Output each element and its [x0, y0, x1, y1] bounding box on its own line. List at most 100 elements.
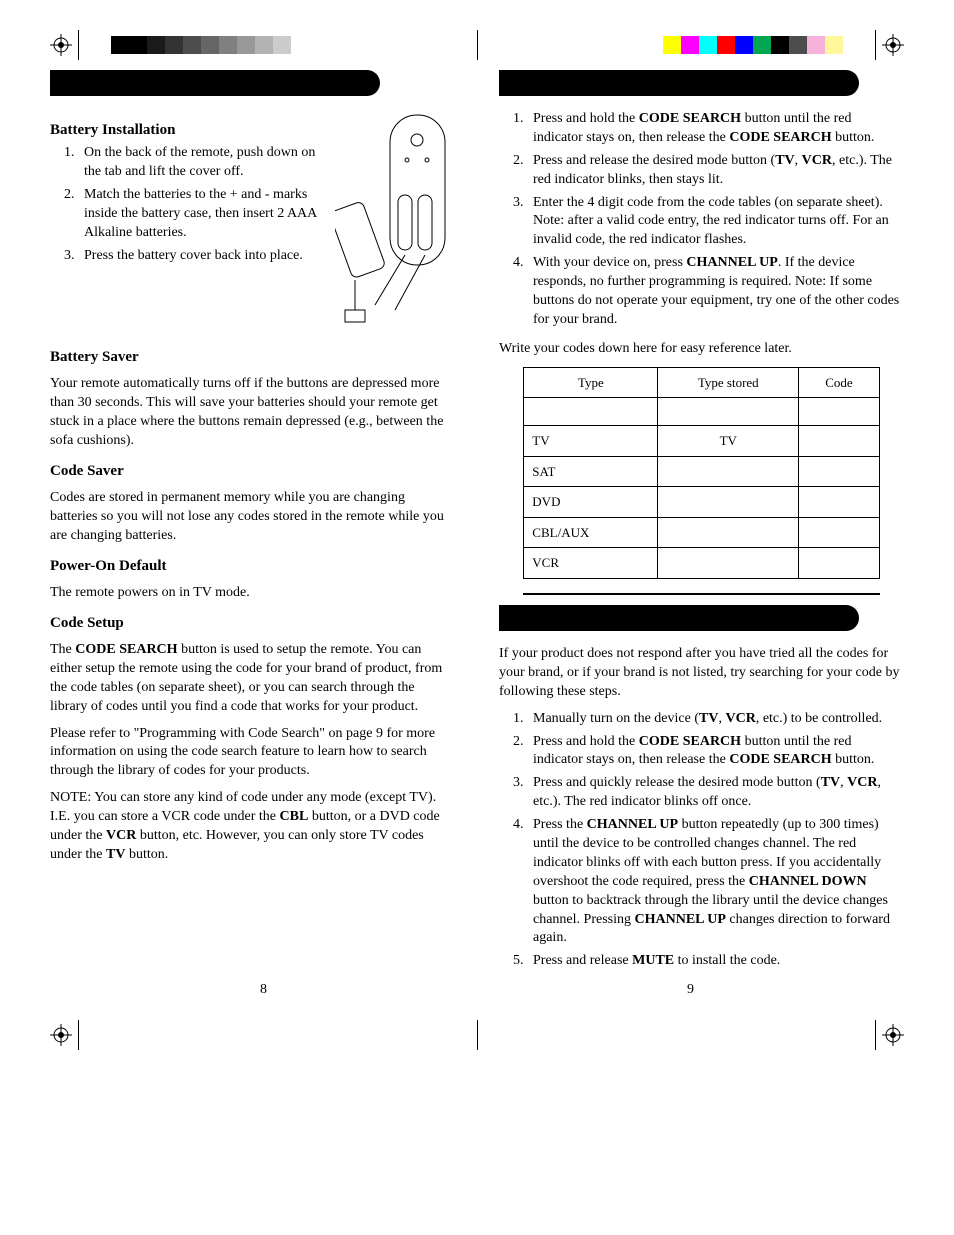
list-item: Press and release MUTE to install the co… — [517, 952, 904, 971]
battery-diagram-icon — [335, 110, 455, 337]
registration-mark-icon — [882, 34, 904, 56]
page-number-left: 8 — [50, 981, 477, 1000]
list-item: On the back of the remote, push down on … — [68, 144, 325, 182]
table-cell — [799, 487, 879, 518]
crop-left-group — [50, 30, 291, 60]
heading-battery-saver: Battery Saver — [50, 347, 455, 367]
table-cell — [799, 456, 879, 487]
paragraph-code-setup-2: Please refer to "Programming with Code S… — [50, 725, 455, 782]
text-span: Press and release — [533, 953, 632, 968]
page: Battery Installation On the back of the … — [0, 0, 954, 1090]
table-row: CBL/AUX — [524, 517, 879, 548]
bold-text: VCR — [847, 775, 877, 790]
table-cell — [799, 517, 879, 548]
content-columns: Battery Installation On the back of the … — [50, 70, 904, 981]
table-cell: SAT — [524, 456, 658, 487]
swatch — [111, 36, 129, 54]
text-span: button. — [832, 130, 875, 145]
swatch — [201, 36, 219, 54]
table-cell: TV — [658, 426, 799, 457]
text-span: With your device on, press — [533, 255, 686, 270]
swatch — [825, 36, 843, 54]
crop-tick-icon — [875, 30, 876, 60]
list-item: Press and quickly release the desired mo… — [517, 774, 904, 812]
bold-text: VCR — [106, 828, 136, 843]
table-header: Type stored — [658, 367, 799, 398]
swatch — [699, 36, 717, 54]
table-row: SAT — [524, 456, 879, 487]
swatch — [273, 36, 291, 54]
left-column: Battery Installation On the back of the … — [50, 70, 455, 981]
paragraph-code-setup-1: The CODE SEARCH button is used to setup … — [50, 641, 455, 717]
table-row: DVD — [524, 487, 879, 518]
battery-install-block: Battery Installation On the back of the … — [50, 110, 455, 337]
bold-text: TV — [821, 775, 840, 790]
bold-text: TV — [699, 711, 718, 726]
bold-text: CODE SEARCH — [639, 734, 741, 749]
codes-table: TypeType storedCode TVTVSATDVDCBL/AUXVCR — [523, 367, 879, 579]
section-header-bar — [499, 605, 859, 631]
text-span: Press and release the desired mode butto… — [533, 153, 775, 168]
paragraph-search-intro: If your product does not respond after y… — [499, 645, 904, 702]
list-item: Press and hold the CODE SEARCH button un… — [517, 733, 904, 771]
list-item: Enter the 4 digit code from the code tab… — [517, 194, 904, 251]
center-crop-group — [477, 30, 478, 60]
swatch — [663, 36, 681, 54]
bottom-crop-row — [50, 1020, 904, 1050]
top-crop-row — [50, 30, 904, 60]
bold-text: CHANNEL DOWN — [749, 874, 867, 889]
heading-battery-installation: Battery Installation — [50, 120, 325, 140]
paragraph-code-saver: Codes are stored in permanent memory whi… — [50, 489, 455, 546]
list-item: With your device on, press CHANNEL UP. I… — [517, 254, 904, 330]
swatch — [237, 36, 255, 54]
table-cell — [799, 398, 879, 426]
table-cell — [658, 517, 799, 548]
table-cell — [524, 398, 658, 426]
swatch — [147, 36, 165, 54]
paragraph-power-on: The remote powers on in TV mode. — [50, 584, 455, 603]
text-span: Press and quickly release the desired mo… — [533, 775, 821, 790]
table-header: Type — [524, 367, 658, 398]
section-header-bar — [499, 70, 859, 96]
crop-tick-icon — [477, 1020, 478, 1050]
crop-left-group — [50, 1020, 79, 1050]
registration-mark-icon — [50, 1024, 72, 1046]
swatch — [183, 36, 201, 54]
crop-tick-icon — [78, 1020, 79, 1050]
crop-right-group — [663, 30, 904, 60]
heading-power-on: Power-On Default — [50, 556, 455, 576]
color-bar-icon — [663, 36, 843, 54]
swatch — [753, 36, 771, 54]
paragraph-battery-saver: Your remote automatically turns off if t… — [50, 375, 455, 451]
table-underline — [523, 593, 879, 595]
swatch — [129, 36, 147, 54]
text-span: Enter the 4 digit code from the code tab… — [533, 195, 889, 248]
table-cell — [799, 548, 879, 579]
swatch — [255, 36, 273, 54]
list-item: Match the batteries to the + and - marks… — [68, 186, 325, 243]
text-span: Press and hold the — [533, 734, 639, 749]
text-span: , etc.) to be controlled. — [756, 711, 882, 726]
battery-install-steps: On the back of the remote, push down on … — [50, 144, 325, 265]
paragraph-code-setup-3: NOTE: You can store any kind of code und… — [50, 789, 455, 865]
code-search-steps: Manually turn on the device (TV, VCR, et… — [499, 710, 904, 972]
swatch — [735, 36, 753, 54]
code-entry-steps: Press and hold the CODE SEARCH button un… — [499, 110, 904, 330]
swatch — [681, 36, 699, 54]
heading-code-setup: Code Setup — [50, 613, 455, 633]
text-span: Press the — [533, 817, 587, 832]
right-column: Press and hold the CODE SEARCH button un… — [499, 70, 904, 981]
swatch — [165, 36, 183, 54]
list-item: Press the battery cover back into place. — [68, 247, 325, 266]
swatch — [717, 36, 735, 54]
text-span: The — [50, 642, 75, 657]
crop-right-group — [875, 1020, 904, 1050]
bold-text: CHANNEL UP — [587, 817, 678, 832]
table-header-row: TypeType storedCode — [524, 367, 879, 398]
section-header-bar — [50, 70, 380, 96]
bold-text: CODE SEARCH — [75, 642, 177, 657]
table-cell — [799, 426, 879, 457]
bold-text: CBL — [280, 809, 309, 824]
table-cell: CBL/AUX — [524, 517, 658, 548]
paragraph-write-codes: Write your codes down here for easy refe… — [499, 340, 904, 359]
